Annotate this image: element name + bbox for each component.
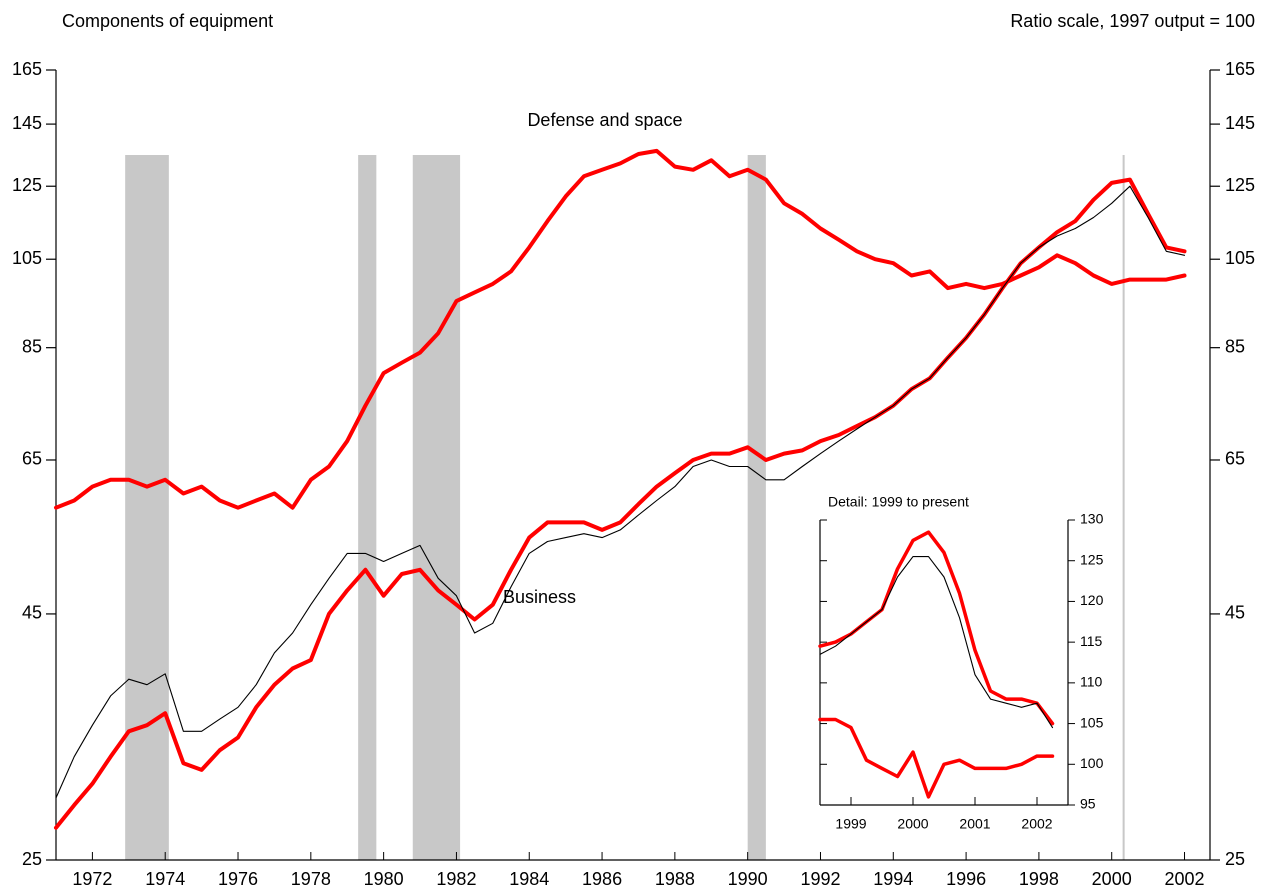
y-tick-label: 105 — [1225, 248, 1255, 268]
y-tick-label: 125 — [1080, 551, 1104, 567]
x-tick-label: 1998 — [1019, 869, 1059, 889]
series-line — [55, 185, 1186, 799]
x-tick-label: 1980 — [364, 869, 404, 889]
y-tick-label: 105 — [12, 248, 42, 268]
series-line — [818, 717, 1055, 799]
y-tick-label: 100 — [1080, 755, 1104, 771]
x-tick-label: 1974 — [145, 869, 185, 889]
y-tick-label: 145 — [1225, 113, 1255, 133]
y-tick-label: 120 — [1080, 592, 1104, 608]
y-tick-label: 115 — [1080, 633, 1103, 649]
recession-band — [1122, 155, 1125, 860]
x-tick-label: 2002 — [1021, 816, 1052, 832]
y-tick-label: 65 — [22, 449, 42, 469]
series-line — [54, 148, 1187, 510]
y-tick-label: 85 — [1225, 336, 1245, 356]
series-line — [819, 556, 1054, 729]
recession-band — [412, 155, 461, 860]
y-tick-label: 95 — [1080, 796, 1096, 812]
x-tick-label: 2000 — [897, 816, 928, 832]
series-label: Business — [503, 587, 576, 607]
y-tick-label: 25 — [22, 849, 42, 869]
y-tick-label: 25 — [1225, 849, 1245, 869]
x-tick-label: 1976 — [218, 869, 258, 889]
x-tick-label: 1988 — [655, 869, 695, 889]
y-tick-label: 125 — [1225, 175, 1255, 195]
y-tick-label: 65 — [1225, 449, 1245, 469]
inset-background — [812, 490, 1112, 835]
series-label: Defense and space — [527, 110, 682, 130]
main-plot: 25 25 45 45 65 65 85 85 105 105 125 125 145 145 165 165… — [12, 59, 1255, 889]
y-tick-label: 165 — [1225, 59, 1255, 79]
y-tick-label: 125 — [12, 175, 42, 195]
x-tick-label: 1972 — [72, 869, 112, 889]
x-tick-label: 1992 — [800, 869, 840, 889]
x-tick-label: 1996 — [946, 869, 986, 889]
x-tick-label: 2002 — [1164, 869, 1204, 889]
x-tick-label: 1999 — [835, 816, 866, 832]
recession-band — [125, 155, 169, 860]
chart-subtitle: Ratio scale, 1997 output = 100 — [1010, 11, 1255, 31]
y-tick-label: 45 — [1225, 603, 1245, 623]
x-tick-label: 1994 — [873, 869, 913, 889]
y-tick-label: 45 — [22, 603, 42, 623]
x-tick-label: 1984 — [509, 869, 549, 889]
y-tick-label: 130 — [1080, 511, 1104, 527]
y-tick-label: 105 — [1080, 714, 1104, 730]
x-tick-label: 1978 — [291, 869, 331, 889]
x-tick-label: 2000 — [1092, 869, 1132, 889]
y-tick-label: 85 — [22, 336, 42, 356]
recession-band — [358, 155, 377, 860]
y-tick-label: 165 — [12, 59, 42, 79]
x-tick-label: 2001 — [959, 816, 990, 832]
y-tick-label: 145 — [12, 113, 42, 133]
x-tick-label: 1982 — [436, 869, 476, 889]
inset-plot: 95 100 105 110 115 120 125 130 1999 2000 2001 2002 — [818, 511, 1104, 832]
chart-title: Components of equipment — [62, 11, 273, 31]
inset-title: Detail: 1999 to present — [828, 494, 969, 510]
x-tick-label: 1986 — [582, 869, 622, 889]
y-tick-label: 110 — [1080, 674, 1103, 690]
recession-band — [747, 155, 766, 860]
x-tick-label: 1990 — [728, 869, 768, 889]
